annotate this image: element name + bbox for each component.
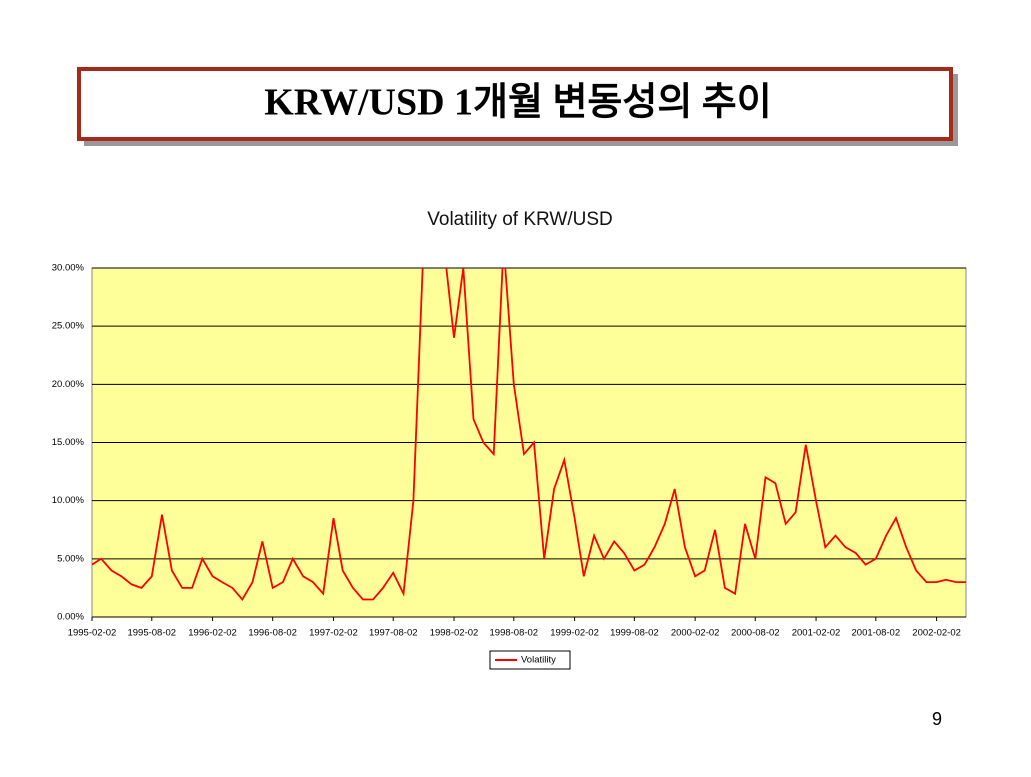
- x-tick-label: 1999-02-02: [550, 628, 599, 639]
- chart-title: Volatility of KRW/USD: [427, 209, 612, 230]
- x-tick-label: 1997-02-02: [309, 628, 358, 639]
- legend-box: [489, 650, 571, 670]
- y-tick-label: 30.00%: [52, 263, 85, 274]
- x-tick-label: 1998-02-02: [430, 628, 479, 639]
- title-box: [77, 67, 953, 141]
- y-tick-label: 20.00%: [52, 379, 85, 390]
- y-tick-label: 5.00%: [57, 553, 84, 564]
- x-tick-label: 2002-02-02: [912, 628, 961, 639]
- x-tick-label: 1996-08-02: [248, 628, 297, 639]
- x-tick-label: 1997-08-02: [369, 628, 418, 639]
- x-tick-label: 1996-02-02: [188, 628, 237, 639]
- page-number: 9: [932, 709, 942, 729]
- y-tick-label: 25.00%: [52, 321, 85, 332]
- x-tick-label: 2000-02-02: [671, 628, 720, 639]
- slide-title: KRW/USD 1개월 변동성의 추이: [264, 82, 771, 124]
- x-tick-label: 2000-08-02: [731, 628, 780, 639]
- y-tick-label: 10.00%: [52, 495, 85, 506]
- x-tick-label: 1998-08-02: [490, 628, 539, 639]
- legend-label: Volatility: [521, 655, 556, 666]
- y-tick-label: 15.00%: [52, 437, 85, 448]
- volatility-line: [92, 268, 966, 602]
- y-tick-label: 0.00%: [57, 612, 84, 623]
- x-tick-label: 1995-08-02: [127, 628, 176, 639]
- x-tick-label: 2001-02-02: [792, 628, 841, 639]
- x-tick-label: 1995-02-02: [68, 628, 117, 639]
- x-tick-label: 2001-08-02: [852, 628, 901, 639]
- x-tick-label: 1999-08-02: [610, 628, 659, 639]
